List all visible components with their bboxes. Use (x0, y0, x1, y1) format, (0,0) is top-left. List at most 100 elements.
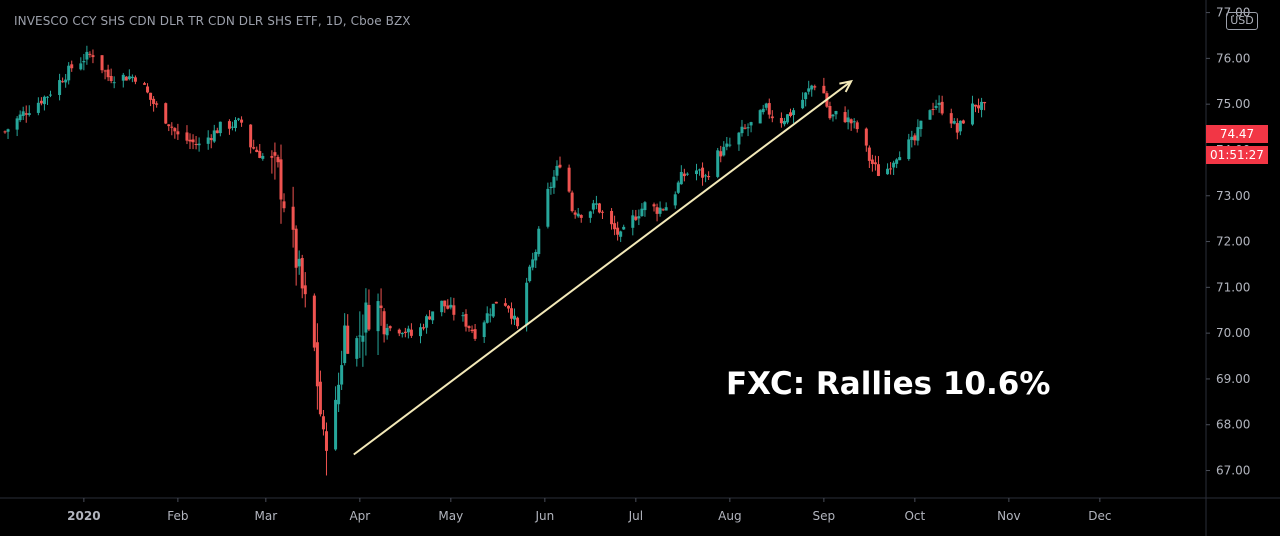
candle-body (340, 365, 344, 385)
candle-body (194, 143, 198, 145)
candle-body (6, 129, 10, 132)
candle-body (249, 124, 253, 148)
candle-body (127, 76, 131, 80)
candle-body (707, 176, 711, 178)
candle-body (801, 99, 805, 109)
candle-body (864, 128, 868, 146)
candle-body (79, 63, 83, 70)
candle-body (807, 88, 811, 92)
candle-body (685, 173, 689, 175)
candle-body (364, 302, 368, 333)
candle-body (58, 80, 62, 95)
candle-body (388, 326, 392, 329)
candle-body (898, 157, 902, 161)
candle-body (406, 328, 410, 333)
y-tick-label: 76.00 (1216, 51, 1250, 65)
candle-body (588, 211, 592, 218)
candle-body (716, 150, 720, 177)
candle-body (506, 305, 510, 309)
candle-body (227, 121, 231, 129)
trend-arrow-line (353, 80, 852, 456)
candle-body (276, 156, 280, 163)
candle-body (400, 333, 404, 335)
candle-body (294, 228, 298, 268)
candle-body (610, 210, 614, 225)
trend-arrow-head (839, 79, 853, 93)
candle-body (813, 86, 817, 88)
candle-body (843, 112, 847, 123)
candle-body (876, 164, 880, 176)
candle-body (452, 305, 456, 315)
candle-body (782, 120, 786, 125)
candle-body (952, 121, 956, 124)
candle-body (983, 102, 987, 104)
candle-body (173, 128, 177, 132)
candle-body (443, 300, 447, 307)
candle-body (852, 121, 856, 123)
candle-body (503, 303, 507, 306)
y-tick-label: 75.00 (1216, 97, 1250, 111)
currency-button[interactable]: USD (1226, 12, 1258, 30)
candle-body (728, 144, 732, 146)
candle-body (422, 327, 426, 329)
candle-body (18, 114, 22, 121)
candle-body (449, 304, 453, 308)
candle-body (233, 119, 237, 129)
candle-body (892, 162, 896, 168)
candle-body (70, 64, 74, 69)
candle-body (473, 329, 477, 339)
candle-body (682, 173, 686, 177)
candle-body (464, 313, 468, 327)
candle-body (658, 207, 662, 214)
candle-body (428, 316, 432, 320)
candle-body (591, 203, 595, 210)
candle-body (579, 215, 583, 218)
candle-body (303, 285, 307, 295)
candle-body (337, 384, 341, 405)
candle-body (831, 114, 835, 117)
candle-body (573, 212, 577, 215)
candle-body (315, 342, 319, 387)
candle-body (440, 300, 444, 313)
candle-body (619, 231, 623, 237)
candle-body (188, 139, 192, 142)
chart-annotation: FXC: Rallies 10.6% (726, 366, 1051, 402)
candle-body (376, 301, 380, 332)
candle-body (100, 55, 104, 71)
candle-body (397, 329, 401, 334)
candle-body (855, 122, 859, 130)
candle-body (785, 114, 789, 123)
candle-body (176, 131, 180, 135)
candle-body (461, 315, 465, 317)
candle-body (631, 215, 635, 228)
candle-body (676, 182, 680, 193)
candle-body (106, 69, 110, 78)
candle-body (643, 202, 647, 211)
candle-body (974, 104, 978, 107)
candle-body (661, 209, 665, 211)
candle-body (67, 65, 71, 81)
candle-body (255, 149, 259, 152)
candle-body (167, 124, 171, 127)
candle-body (164, 103, 168, 124)
candle-body (36, 102, 40, 113)
candle-body (252, 147, 256, 149)
candle-body (761, 108, 765, 113)
candle-body (600, 211, 604, 213)
candle-body (358, 335, 362, 337)
candle-body (613, 223, 617, 230)
candle-body (913, 135, 917, 141)
candle-body (240, 119, 244, 123)
candle-body (789, 112, 793, 116)
candle-body (318, 381, 322, 415)
y-tick-label: 73.00 (1216, 189, 1250, 203)
candle-body (212, 130, 216, 142)
candle-body (792, 110, 796, 116)
candle-body (109, 75, 113, 82)
candle-body (549, 186, 553, 189)
candle-body (770, 116, 774, 119)
candle-body (485, 313, 489, 323)
candle-body (513, 315, 517, 320)
candle-body (767, 103, 771, 115)
